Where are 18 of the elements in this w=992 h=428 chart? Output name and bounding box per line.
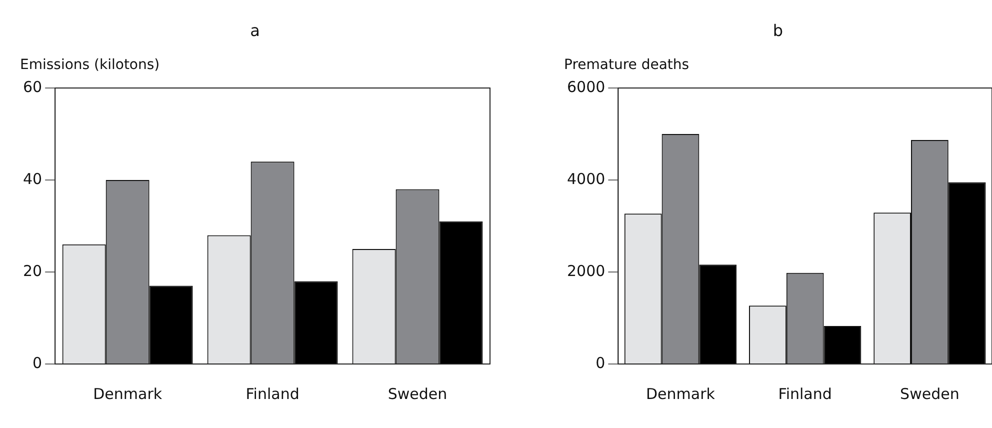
- y-tick-label: 60: [22, 78, 42, 96]
- y-tick-label: 6000: [566, 78, 606, 96]
- x-tick-label: Denmark: [646, 384, 716, 403]
- x-tick-label: Finland: [246, 384, 300, 403]
- x-tick-label: Sweden: [900, 384, 960, 403]
- chart-title: a: [250, 20, 260, 40]
- y-tick-label: 20: [22, 262, 42, 280]
- y-axis-title: Premature deaths: [564, 57, 690, 74]
- x-tick-label: Sweden: [388, 384, 448, 403]
- x-tick-label: Finland: [778, 384, 832, 403]
- y-tick-label: 0: [596, 354, 606, 372]
- x-tick-label: Denmark: [93, 384, 162, 403]
- y-tick-label: 0: [32, 354, 42, 372]
- chart-title: b: [772, 20, 784, 40]
- y-axis-title: Emissions (kilotons): [20, 57, 160, 74]
- y-tick-label: 2000: [566, 262, 606, 280]
- y-tick-label: 40: [22, 170, 42, 188]
- y-tick-label: 4000: [566, 170, 606, 188]
